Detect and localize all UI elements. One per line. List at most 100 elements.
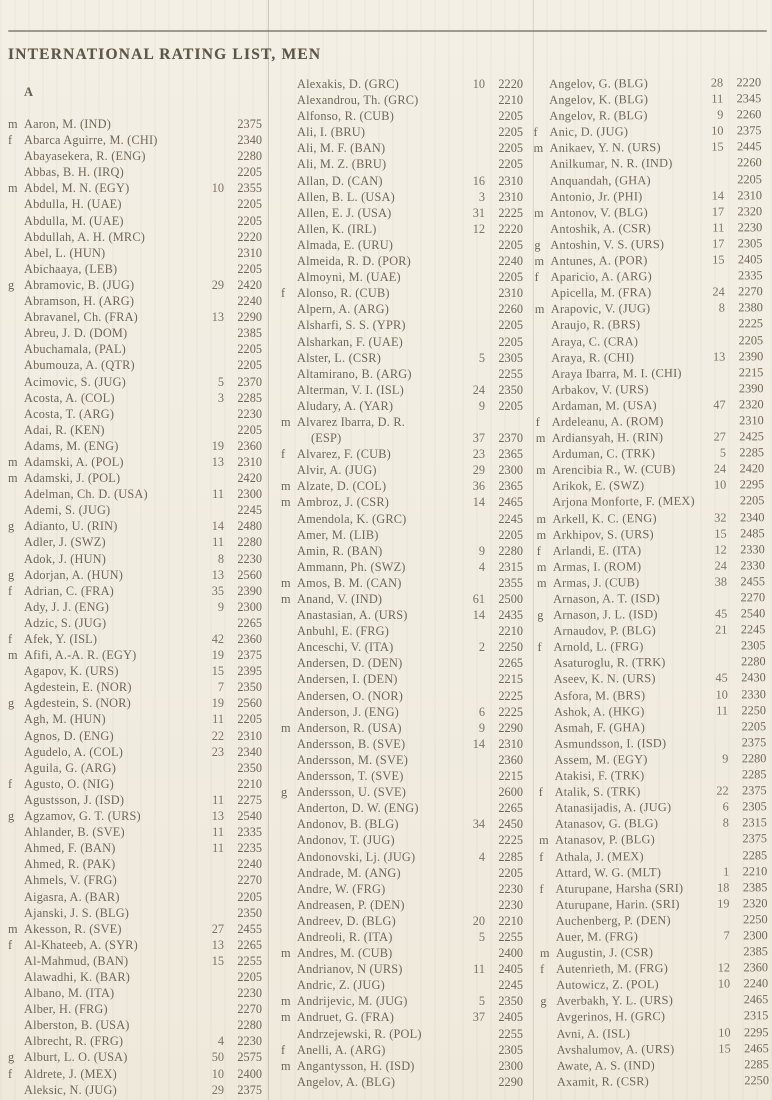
rating-entry: Angelov, K. (BLG) 11 2345 [533, 90, 761, 108]
rating-value: 2375 [742, 831, 768, 846]
player-name: Alzate, D. (COL) [297, 479, 387, 494]
rating-entry: Avgerinos, H. (GRC) 2315 [540, 1008, 768, 1026]
games-count: 12 [714, 542, 727, 557]
title-flag [281, 800, 297, 816]
rating-entry: Auer, M. (FRG) 7 2300 [540, 927, 768, 945]
rating-value: 2205 [498, 141, 523, 156]
games-count: 13 [712, 349, 726, 364]
rating-entry: Abuchamala, (PAL) 2205 [8, 341, 262, 357]
player-name: Altamirano, B. (ARG) [297, 366, 412, 381]
player-name: Aturupane, Harin. (SRI) [555, 896, 680, 912]
games-count: 12 [717, 960, 731, 975]
games-count [461, 317, 485, 333]
rating-value: 2220 [736, 75, 762, 90]
games-count [461, 688, 485, 704]
rating-entry: Adams, M. (ENG) 19 2360 [8, 438, 262, 454]
player-name: Almeida, R. D. (POR) [297, 254, 411, 269]
rating-value: 2260 [737, 155, 762, 170]
rating-entry: m Anderson, R. (USA) 9 2290 [281, 720, 523, 736]
player-name: Arnason, J. L. (ISD) [553, 607, 658, 622]
title-flag [8, 615, 24, 631]
rating-value: 2210 [742, 863, 768, 879]
rating-entry: Agdestein, E. (NOR) 7 2350 [8, 679, 262, 695]
games-count [701, 380, 725, 396]
rating-entry: Albano, M. (ITA) 2230 [8, 985, 262, 1001]
title-flag [8, 1017, 24, 1033]
rating-value: 2360 [498, 752, 523, 767]
player-name: Andre, W. (FRG) [297, 881, 386, 896]
games-count [461, 800, 485, 816]
title-flag: g [8, 277, 15, 292]
games-count: 23 [472, 447, 485, 462]
games-count: 3 [478, 189, 485, 204]
rating-entry: Atakisi, F. (TRK) 2285 [538, 766, 766, 784]
games-count: 11 [212, 792, 224, 807]
title-flag [281, 655, 297, 671]
player-name: Adok, J. (HUN) [24, 551, 107, 566]
rating-value: 2230 [498, 897, 523, 912]
title-flag [281, 913, 297, 929]
title-flag [8, 889, 24, 905]
rating-entry: Alsharkan, F. (UAE) 2205 [281, 334, 523, 350]
title-flag [8, 341, 24, 357]
rating-entry: f Afek, Y. (ISL) 42 2360 [8, 631, 262, 647]
title-flag [534, 172, 550, 188]
games-count [461, 1042, 485, 1058]
title-flag [8, 229, 24, 245]
rating-value: 2245 [740, 622, 766, 637]
player-name: Adler, J. (SWZ) [24, 535, 106, 550]
player-name: Allen, K. (IRL) [297, 221, 377, 236]
title-flag [534, 189, 550, 205]
title-flag [281, 607, 297, 623]
rating-value: 2600 [498, 785, 523, 800]
title-flag [281, 76, 297, 92]
player-name: Avgerinos, H. (GRC) [556, 1009, 666, 1025]
player-name: Anilkumar, N. R. (IND) [549, 156, 673, 172]
rating-entry: Arnaudov, P. (BLG) 21 2245 [537, 621, 765, 639]
title-flag: m [535, 431, 546, 446]
rating-entry: m Alvarez Ibarra, D. R. [281, 414, 523, 430]
rating-entry: Anderton, D. W. (ENG) 2265 [281, 800, 523, 816]
games-count: 14 [211, 519, 224, 534]
games-count [707, 1072, 731, 1088]
player-name: Abdullah, A. H. (MRC) [24, 229, 146, 244]
rating-entry: Atanasov, G. (BLG) 8 2315 [539, 815, 767, 833]
rating-entry: f Atalik, S. (TRK) 22 2375 [539, 782, 767, 800]
rating-entry: Agustsson, J. (ISD) 11 2275 [8, 792, 262, 808]
rating-value: 2240 [498, 254, 523, 269]
player-name: Abramson, H. (ARG) [24, 294, 135, 309]
title-flag [8, 663, 24, 679]
games-count [200, 245, 224, 261]
rating-entry: m Amos, B. M. (CAN) 2355 [281, 575, 523, 591]
games-count: 11 [212, 712, 224, 727]
rating-value: 2240 [237, 294, 262, 309]
player-name: Akesson, R. (SVE) [24, 921, 122, 936]
title-flag [281, 559, 297, 575]
games-count [461, 1058, 485, 1074]
rating-entry: Aguila, G. (ARG) 2350 [8, 760, 262, 776]
title-flag: m [281, 946, 291, 961]
games-count: 20 [472, 913, 485, 928]
games-count [461, 897, 485, 913]
title-flag [8, 953, 24, 969]
player-name: Antonov, V. (BLG) [550, 204, 648, 220]
rating-entry: Abumouza, A. (QTR) 2205 [8, 357, 262, 373]
player-name: Anceschi, V. (ITA) [297, 640, 394, 655]
rating-value: 2405 [737, 252, 763, 267]
rating-value: 2205 [237, 358, 262, 373]
rating-entry: f Aturupane, Harsha (SRI) 18 2385 [539, 879, 767, 897]
rating-value: 2295 [743, 1024, 769, 1039]
rating-value: 2265 [498, 656, 523, 671]
player-name: Aleksic, N. (JUG) [24, 1082, 117, 1097]
games-count [200, 164, 224, 180]
rating-entry: Abel, L. (HUN) 2310 [8, 245, 262, 261]
player-name: Andreoli, R. (ITA) [297, 929, 393, 944]
rating-entry: m Armas, J. (CUB) 38 2455 [537, 573, 765, 591]
games-count: 11 [212, 825, 224, 840]
rating-value: 2370 [237, 374, 262, 389]
games-count: 11 [712, 220, 725, 235]
player-name: Ardiansyah, H. (RIN) [551, 430, 664, 445]
rating-entry: f Autenrieth, M. (FRG) 12 2360 [540, 959, 768, 977]
rating-value: 2285 [498, 849, 523, 864]
rating-value: 2245 [498, 978, 523, 993]
